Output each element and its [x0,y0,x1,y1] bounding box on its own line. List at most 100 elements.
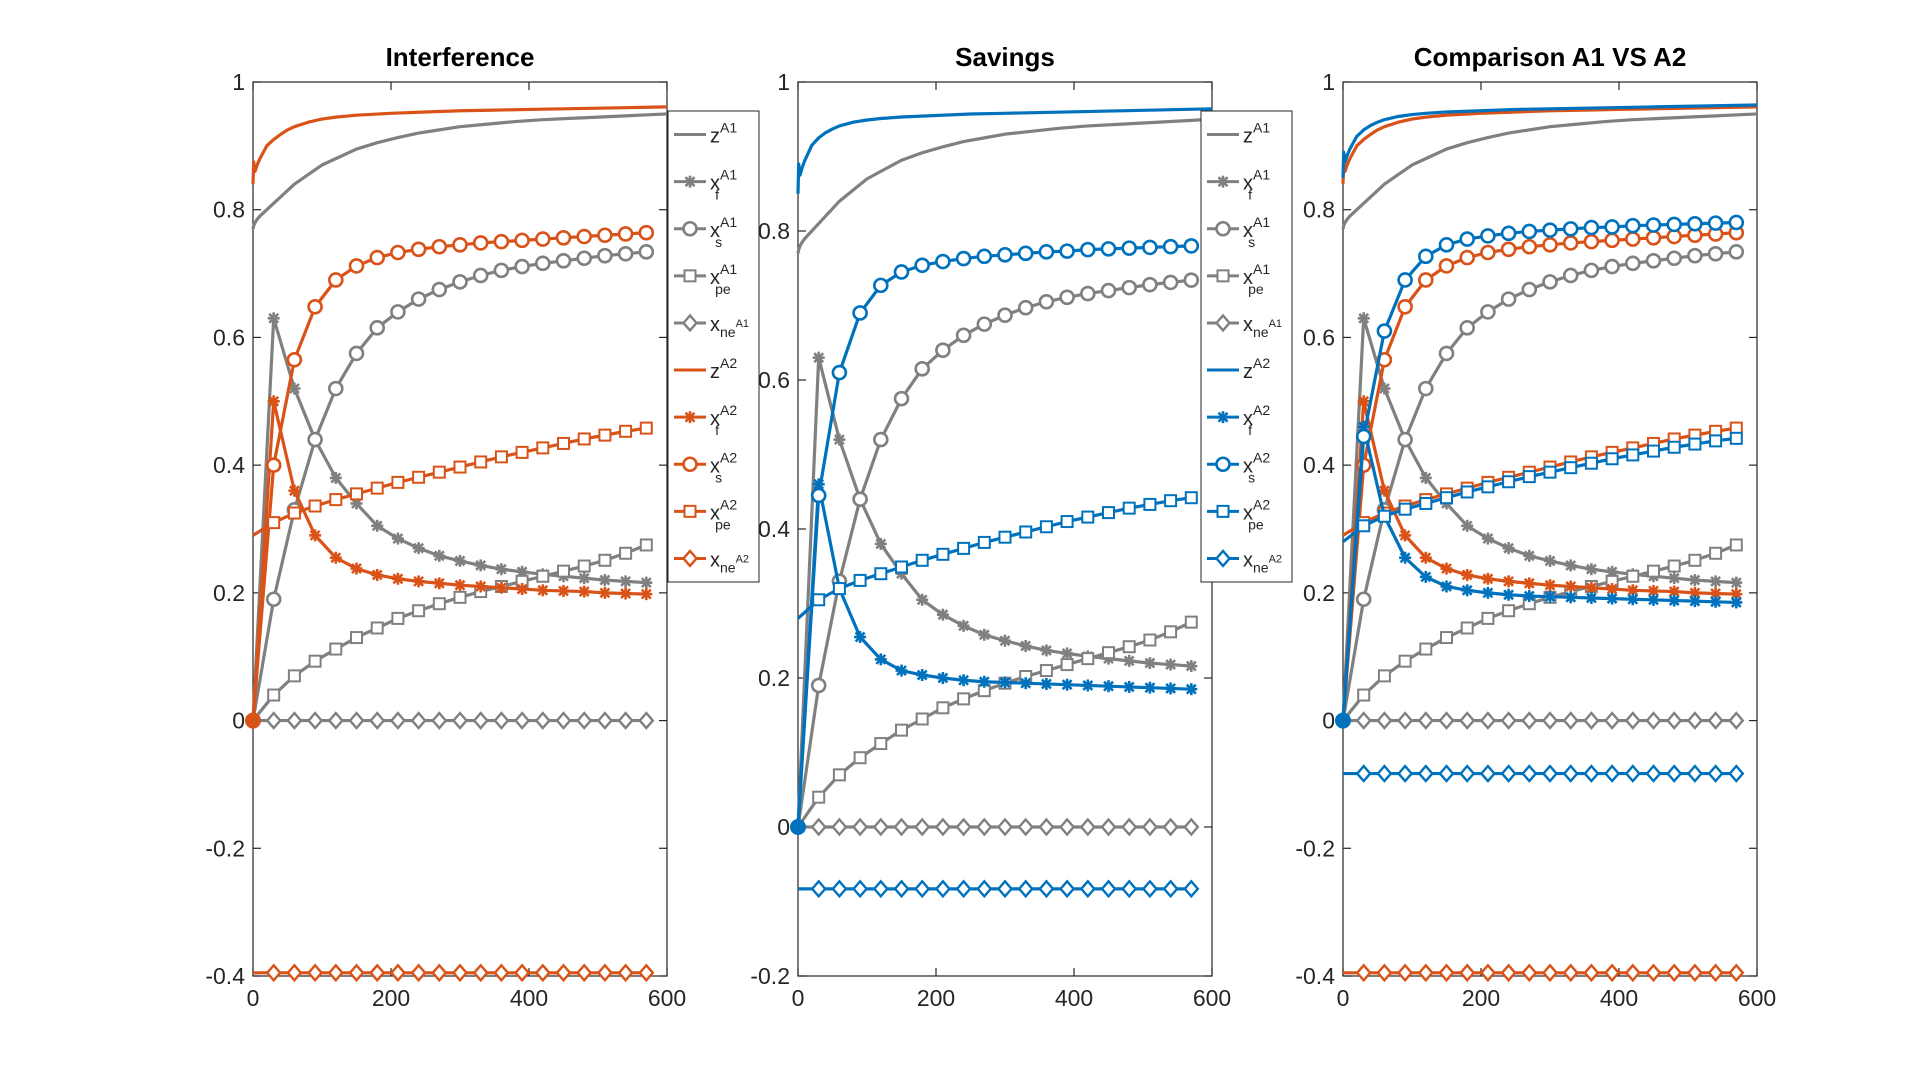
data-point-xsA2-blue [1687,215,1703,232]
data-point-xsA1 [617,245,634,262]
data-point-xsA2-blue [1625,217,1641,234]
data-point-xneA2 [810,879,827,899]
data-point-xfA2-stroke-d2 [578,586,590,597]
data-point-xsA2 [348,258,365,274]
data-point-xfA2-stroke-d2 [999,677,1011,688]
x-tick-label: 600 [648,985,686,1011]
data-point-xneA1 [307,711,324,730]
data-point-xsA1 [638,244,655,260]
data-point-xpeA1 [1709,546,1723,560]
data-point-xsA2-orange [1418,272,1434,288]
data-point-xneA2-blue [1479,764,1496,783]
data-point-xfA1-stroke-d2 [1020,640,1032,652]
data-point-xneA1 [431,711,448,730]
data-point-xfA2-blue [1626,593,1639,606]
data-point-xfA1-stroke-d2 [1668,572,1680,584]
data-point-xneA1 [451,711,469,730]
axes-box [797,81,1213,977]
data-point-xpeA2 [494,450,508,464]
data-point-xsA1 [390,304,406,320]
data-point-xneA1 [369,711,386,730]
legend-label-subsup: A2 [736,553,749,565]
data-point-xpeA1 [1122,640,1136,654]
legend-label-sub: ne [1253,324,1269,340]
data-point-xfA2-blue-stroke-d2 [1689,595,1701,607]
chart-panel-3: 0 200 400 600 -0.4 -0.2 0 0.2 0.4 0.6 0.8 1 Comparis… [1295,42,1776,1011]
data-point-xsA1 [514,258,530,275]
data-point-xpeA1 [957,692,971,706]
x-tick-label: 400 [1055,985,1093,1011]
data-point-xsA1 [1121,279,1137,296]
data-point-xfA1-stroke-d2 [1565,559,1577,571]
legend-entry: xA2 s [674,449,737,485]
data-point-xsA1 [914,361,931,377]
data-point-xsA2 [1038,244,1055,260]
data-point-xsA2 [431,238,448,255]
legend-label-sup: A2 [1253,449,1270,465]
data-point-xfA2-blue-stroke-d2 [1648,594,1659,606]
data-point-xfA2-blue [1688,595,1701,608]
data-point-xneA2 [576,963,593,983]
data-point-xfA2 [267,395,280,408]
data-point-xpeA1 [598,553,612,567]
data-point-xneA1 [1583,711,1600,730]
data-point-xsA2-orange [1459,249,1475,266]
legend-label-sup: A1 [1253,167,1270,183]
legend-entry: xA1 f [1207,167,1270,203]
legend-label-sub: ne [1253,559,1269,575]
data-point-xsA1 [1666,250,1682,267]
data-point-xsA1 [576,250,593,267]
data-point-xpeA2 [453,460,467,474]
data-point-xfA2-blue [1419,570,1432,583]
data-point-xneA1 [410,711,427,730]
data-point-xfA1 [350,497,363,510]
x-tick-label: 0 [1337,985,1350,1011]
legend-marker [1214,549,1232,568]
data-point-xfA2-stroke-d2 [1185,683,1197,695]
legend-marker [682,456,698,473]
data-point-xpeA2 [329,493,343,507]
data-point-xneA1 [1121,817,1138,837]
axes-box [252,81,668,977]
data-point-xpeA2 [619,424,633,438]
data-point-xneA2 [348,963,365,983]
legend-label: xneA2 [1243,549,1282,575]
data-point-xpeA2 [998,530,1012,544]
data-point-xfA1 [1544,554,1556,567]
data-point-xfA2-blue-stroke-d2 [1710,596,1722,608]
data-point-xfA2-orange-stroke-d2 [1420,552,1432,564]
data-point-xpeA1 [287,669,301,683]
legend-label-sub: pe [1248,281,1264,297]
legend-label-sup: A2 [720,449,737,465]
data-point-xfA1-stroke-d2 [392,533,404,544]
data-point-xneA2-blue [1707,764,1724,783]
legend-label-base: z [1243,126,1253,148]
data-point-xneA2-orange [1583,963,1600,983]
data-point-xsA2-blue [1521,223,1538,240]
data-point-xsA1 [472,267,489,284]
data-point-xfA1 [1040,644,1053,657]
data-point-xneA2 [1017,879,1034,899]
data-point-xfA1-stroke-d2 [1040,645,1052,656]
data-point-xsA2-orange [1397,298,1413,315]
data-point-xfA1 [999,634,1011,647]
legend-marker [684,411,696,424]
legend-label: xA1 f [1243,167,1270,203]
data-point-xneA1 [1397,711,1414,730]
data-point-xsA2 [1017,245,1034,262]
legend-entry: xA1 s [1207,214,1270,250]
legend-label-base: x [1243,314,1253,336]
legend-entry: xA2 pe [1207,496,1270,532]
data-point-xfA2-stroke-d2 [958,674,970,686]
data-point-xfA2-blue-stroke-d2 [1503,589,1515,601]
data-point-xfA2-orange [1523,577,1536,590]
data-point-xneA1 [955,817,972,837]
data-point-xpeA2 [1039,520,1053,534]
data-point-xfA2-stroke-d2 [599,587,611,599]
data-point-xsA2-orange [1500,241,1517,258]
data-point-xsA1 [997,307,1013,323]
data-point-xsA1 [1542,274,1558,290]
legend-label-sub: ne [720,559,736,575]
series-line-zA2-blue [1341,103,1758,178]
origin-point [1335,712,1351,729]
